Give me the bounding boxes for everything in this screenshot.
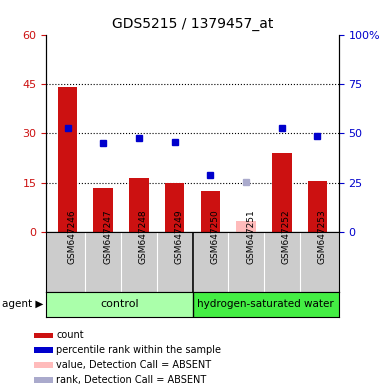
Title: GDS5215 / 1379457_at: GDS5215 / 1379457_at	[112, 17, 273, 31]
Text: count: count	[56, 330, 84, 340]
Text: percentile rank within the sample: percentile rank within the sample	[56, 345, 221, 355]
Text: GSM647250: GSM647250	[210, 210, 219, 265]
Text: rank, Detection Call = ABSENT: rank, Detection Call = ABSENT	[56, 375, 206, 384]
Text: control: control	[100, 299, 139, 310]
Bar	[165, 183, 184, 232]
Bar	[34, 348, 53, 353]
Text: value, Detection Call = ABSENT: value, Detection Call = ABSENT	[56, 360, 211, 370]
Text: agent ▶: agent ▶	[2, 299, 43, 310]
Bar	[272, 153, 291, 232]
Bar	[201, 191, 220, 232]
Text: GSM647249: GSM647249	[175, 210, 184, 265]
Text: GSM647252: GSM647252	[282, 210, 291, 265]
Bar	[34, 333, 53, 338]
Bar	[192, 292, 339, 317]
Text: GSM647248: GSM647248	[139, 210, 148, 265]
Bar	[58, 87, 77, 232]
Bar	[236, 221, 256, 232]
Bar	[34, 377, 53, 382]
Bar	[34, 362, 53, 367]
Bar	[308, 181, 327, 232]
Text: hydrogen-saturated water: hydrogen-saturated water	[197, 299, 334, 310]
Text: GSM647251: GSM647251	[246, 210, 255, 265]
Bar	[94, 188, 113, 232]
Text: GSM647253: GSM647253	[317, 210, 326, 265]
Bar	[129, 178, 149, 232]
Bar	[46, 292, 192, 317]
Text: GSM647247: GSM647247	[103, 210, 112, 265]
Text: GSM647246: GSM647246	[68, 210, 77, 265]
